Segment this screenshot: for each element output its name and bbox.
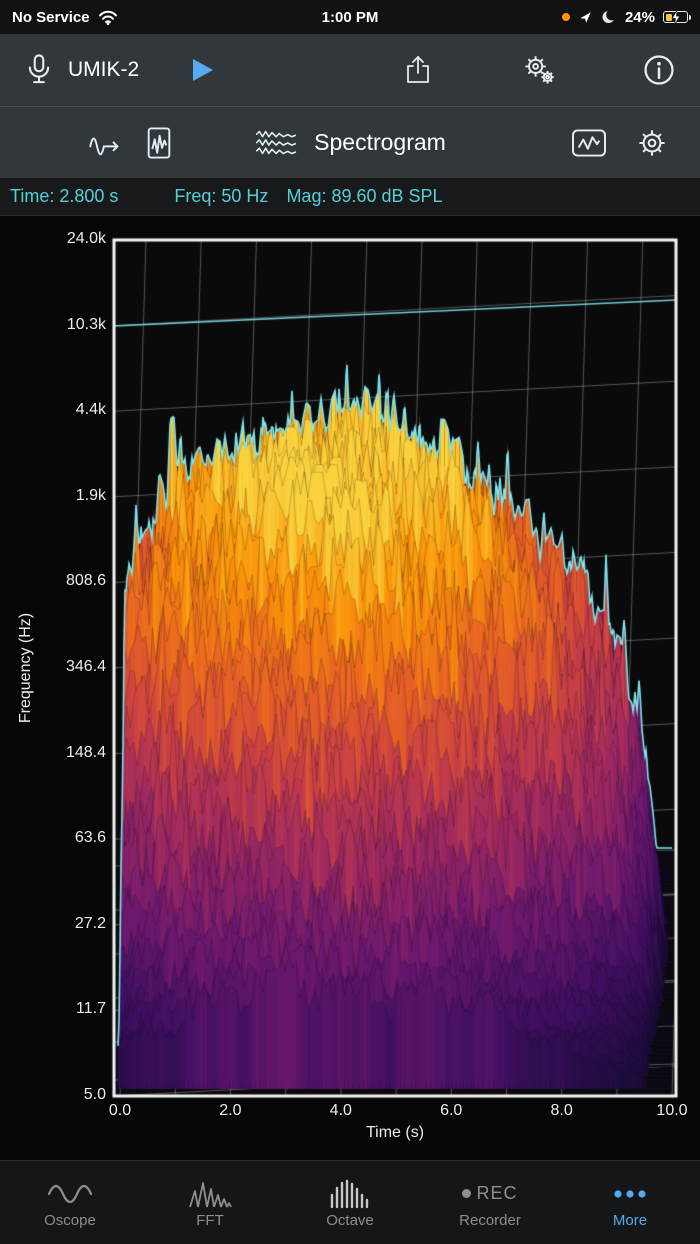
microphone-icon (28, 54, 50, 84)
x-tick-label: 4.0 (329, 1102, 352, 1119)
share-button[interactable] (402, 52, 434, 88)
wifi-icon (98, 10, 117, 25)
y-tick-label: 11.7 (76, 1000, 106, 1018)
tab-label: Oscope (44, 1211, 96, 1229)
x-axis-title: Time (s) (365, 1124, 425, 1141)
settings-gears-icon (525, 56, 554, 84)
readout-freq: Freq: 50 Hz (174, 186, 269, 206)
cursor-readout-bar: Time: 2.800 s Freq: 50 Hz Mag: 89.60 dB … (0, 178, 700, 216)
y-tick-label: 27.2 (74, 914, 106, 932)
rec-icon: REC (462, 1179, 517, 1209)
x-tick-label: 6.0 (440, 1102, 463, 1119)
display-mode-button[interactable] (570, 127, 608, 159)
y-axis-title: Frequency (Hz) (17, 612, 34, 724)
view-toolbar: Spectrogram (0, 106, 700, 178)
readout-time: Time: 2.800 s (10, 186, 119, 206)
y-tick-label: 24.0k (66, 230, 106, 247)
rec-text: REC (476, 1183, 518, 1203)
tab-more[interactable]: More (560, 1161, 700, 1244)
tab-fft[interactable]: FFT (140, 1161, 280, 1244)
share-icon (407, 56, 429, 83)
info-icon (644, 55, 674, 85)
battery-percent-label: 24% (624, 8, 655, 26)
y-tick-label: 148.4 (65, 743, 106, 761)
rec-dot (462, 1189, 472, 1198)
x-tick-label: 10.0 (656, 1102, 688, 1119)
battery-fill (665, 13, 673, 21)
sine-wave-icon (47, 1184, 93, 1203)
readout-mag: Mag: 89.60 dB SPL (286, 186, 443, 206)
gear-icon (639, 129, 665, 156)
y-tick-label: 1.9k (75, 486, 106, 504)
file-waveform-icon (147, 126, 171, 159)
orange-privacy-dot (561, 13, 570, 21)
tab-label: Octave (326, 1211, 374, 1229)
info-button[interactable] (642, 53, 676, 87)
status-bar: No Service 1:00 PM 24% (0, 0, 700, 34)
x-tick-label: 0.0 (108, 1102, 132, 1119)
fft-peaks-icon (189, 1181, 232, 1207)
battery-charging-icon (663, 10, 691, 25)
y-tick-label: 4.4k (75, 401, 106, 419)
view-title: Spectrogram (314, 129, 446, 155)
location-arrow-icon (580, 11, 591, 23)
tab-label: More (612, 1211, 648, 1229)
spectrogram-plot[interactable] (0, 216, 700, 1160)
ellipsis-icon (614, 1189, 646, 1198)
y-tick-label: 346.4 (65, 658, 106, 675)
y-tick-label: 5.0 (83, 1086, 106, 1103)
moon-icon (602, 9, 617, 23)
clock: 1:00 PM (321, 8, 379, 26)
view-settings-button[interactable] (634, 125, 670, 161)
main-toolbar: UMIK-2 (0, 34, 700, 106)
y-tick-label: 10.3k (66, 315, 106, 333)
y-tick-label: 63.6 (74, 829, 106, 847)
chart-frame-icon (572, 128, 606, 157)
waveform-route-icon (89, 137, 119, 155)
tab-label: Recorder (459, 1211, 521, 1229)
y-tick-label: 808.6 (65, 572, 106, 590)
input-device-button[interactable] (24, 53, 54, 87)
bottom-tab-bar: Oscope FFT Octave REC Recorder (0, 1160, 700, 1244)
charging-bolt-icon (671, 10, 681, 25)
play-button[interactable] (189, 56, 215, 84)
tab-octave[interactable]: Octave (280, 1161, 420, 1244)
settings-button[interactable] (520, 52, 556, 88)
spectrogram-waves-icon (255, 130, 297, 154)
tab-oscope[interactable]: Oscope (0, 1161, 140, 1244)
tab-label: FFT (196, 1211, 224, 1229)
device-name-label: UMIK-2 (68, 58, 140, 81)
tab-recorder[interactable]: REC Recorder (420, 1161, 560, 1244)
spectrogram-chart: 24.0k 10.3k 4.4k 1.9k 808.6 346.4 148.4 63.6 27.… (0, 216, 700, 1160)
generator-button[interactable] (88, 128, 122, 158)
play-icon (193, 59, 214, 81)
x-tick-label: 8.0 (550, 1102, 573, 1119)
capture-file-button[interactable] (144, 126, 174, 160)
x-tick-label: 2.0 (219, 1102, 242, 1119)
carrier-label: No Service (12, 8, 90, 26)
octave-bars-icon (330, 1179, 369, 1208)
